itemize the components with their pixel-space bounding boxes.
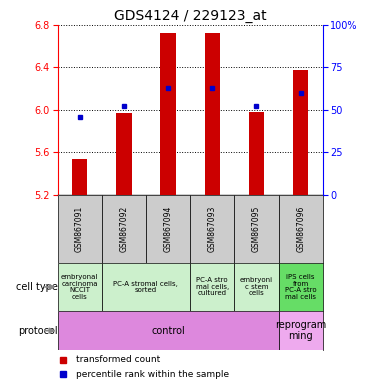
Text: GSM867091: GSM867091: [75, 205, 84, 252]
Bar: [160, 33, 176, 195]
Text: embryoni
c stem
cells: embryoni c stem cells: [240, 278, 273, 296]
Bar: [116, 113, 132, 195]
Bar: [102, 195, 146, 263]
Text: GSM867096: GSM867096: [296, 205, 305, 252]
Text: reprogram
ming: reprogram ming: [275, 320, 326, 341]
Bar: [279, 311, 323, 350]
Text: embryonal
carcinoma
NCCIT
cells: embryonal carcinoma NCCIT cells: [61, 274, 98, 300]
Text: iPS cells
from
PC-A stro
mal cells: iPS cells from PC-A stro mal cells: [285, 274, 316, 300]
Bar: [190, 263, 234, 311]
Text: protocol: protocol: [18, 326, 58, 336]
Text: GSM867094: GSM867094: [164, 205, 173, 252]
Title: GDS4124 / 229123_at: GDS4124 / 229123_at: [114, 8, 266, 23]
Bar: [293, 70, 308, 195]
Text: transformed count: transformed count: [76, 355, 160, 364]
Bar: [279, 263, 323, 311]
Bar: [234, 195, 279, 263]
Text: GSM867093: GSM867093: [208, 205, 217, 252]
Bar: [58, 195, 102, 263]
Bar: [72, 159, 87, 195]
Bar: [146, 195, 190, 263]
Text: percentile rank within the sample: percentile rank within the sample: [76, 370, 229, 379]
Bar: [234, 263, 279, 311]
Bar: [249, 112, 264, 195]
Text: control: control: [151, 326, 185, 336]
Bar: [58, 263, 102, 311]
Bar: [102, 263, 190, 311]
Bar: [58, 311, 279, 350]
Text: cell type: cell type: [16, 282, 58, 292]
Bar: [204, 33, 220, 195]
Text: PC-A stromal cells,
sorted: PC-A stromal cells, sorted: [114, 281, 178, 293]
Bar: [279, 195, 323, 263]
Text: GSM867092: GSM867092: [119, 205, 128, 252]
Text: PC-A stro
mal cells,
cultured: PC-A stro mal cells, cultured: [196, 278, 229, 296]
Bar: [190, 195, 234, 263]
Text: GSM867095: GSM867095: [252, 205, 261, 252]
